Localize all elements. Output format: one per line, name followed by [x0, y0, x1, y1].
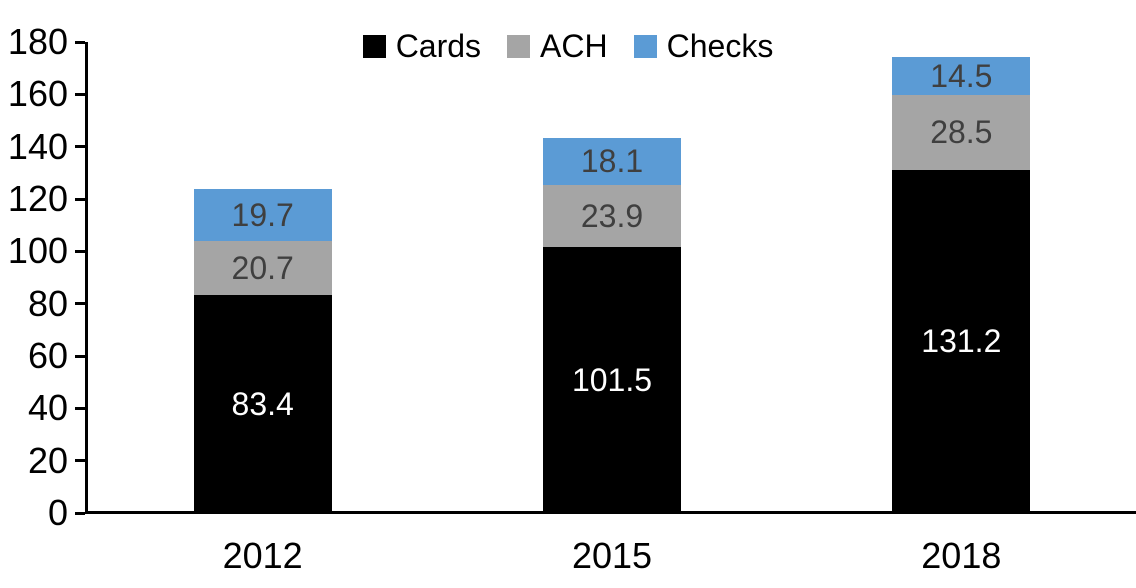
- y-axis-tick-label: 20: [27, 439, 68, 481]
- bar-segment-cards-2012: 83.4: [193, 294, 332, 513]
- y-axis-tick: [75, 145, 85, 149]
- legend-swatch-ach-icon: [507, 34, 531, 58]
- x-axis-label-2015: 2015: [571, 535, 653, 576]
- bar-value-label: 20.7: [231, 249, 294, 286]
- y-axis-line: [85, 42, 88, 514]
- x-axis-label-2012: 2012: [222, 535, 303, 576]
- y-axis-tick-label: 160: [7, 73, 68, 115]
- y-axis-tick: [75, 40, 85, 44]
- legend-item-ach: ACH: [507, 30, 608, 62]
- y-axis-tick: [75, 406, 85, 410]
- y-axis-tick: [75, 197, 85, 201]
- y-axis-tick-label: 40: [27, 387, 68, 429]
- legend-item-cards: Cards: [362, 28, 482, 64]
- x-axis-line: [85, 511, 1136, 514]
- y-axis-tick: [75, 249, 85, 253]
- y-axis-tick: [75, 302, 85, 306]
- legend-label: Checks: [666, 28, 774, 64]
- bar-value-label: 14.5: [930, 58, 993, 95]
- chart-legend: Cards ACH Checks: [0, 30, 1136, 62]
- bar-segment-cards-2015: 101.5: [543, 247, 681, 513]
- bar-segment-checks-2012: 19.7: [193, 189, 332, 241]
- x-axis-label-2018: 2018: [921, 535, 1002, 576]
- y-axis-tick-label: 180: [7, 21, 68, 62]
- y-axis-tick: [75, 459, 85, 463]
- y-axis-tick-label: 100: [7, 230, 68, 272]
- y-axis-tick: [75, 511, 85, 515]
- bar-value-label: 131.2: [921, 323, 1002, 360]
- bar-value-label: 18.1: [580, 143, 644, 180]
- bar-segment-ach-2018: 28.5: [892, 95, 1031, 170]
- legend-label: Cards: [395, 28, 482, 64]
- y-axis-tick: [75, 354, 85, 358]
- legend-item-checks: Checks: [633, 28, 774, 64]
- legend-swatch-checks-icon: [633, 34, 657, 58]
- legend-label: ACH: [540, 28, 608, 64]
- bar-segment-checks-2018: 14.5: [892, 57, 1031, 96]
- bar-value-label: 101.5: [571, 362, 653, 399]
- y-axis-tick: [75, 92, 85, 96]
- y-axis-tick-label: 0: [47, 492, 68, 533]
- bar-segment-ach-2012: 20.7: [193, 240, 332, 295]
- bar-value-label: 28.5: [930, 114, 993, 151]
- bar-segment-ach-2015: 23.9: [543, 184, 681, 248]
- y-axis-tick-label: 60: [27, 335, 68, 376]
- bar-value-label: 19.7: [231, 196, 294, 233]
- bar-segment-cards-2018: 131.2: [892, 169, 1031, 513]
- y-axis-tick-label: 80: [27, 282, 68, 324]
- bar-value-label: 83.4: [231, 385, 294, 422]
- bar-value-label: 23.9: [580, 198, 644, 235]
- bar-segment-checks-2015: 18.1: [543, 137, 681, 185]
- y-axis-tick-label: 140: [7, 125, 68, 167]
- legend-swatch-cards-icon: [362, 34, 386, 58]
- y-axis-tick-label: 120: [7, 178, 68, 219]
